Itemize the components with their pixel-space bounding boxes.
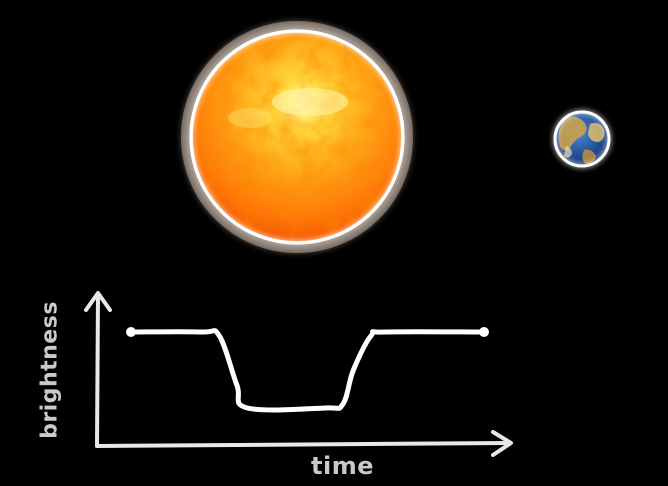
y-axis-label: brightness [37,301,63,439]
light-curve [128,328,487,413]
x-axis-label: time [311,452,374,480]
curve-start-point [126,327,136,337]
x-axis-line [95,441,510,448]
x-axis-arrow [491,430,513,457]
y-axis-arrow [84,291,112,312]
light-curve-group [126,327,489,413]
curve-end-point [479,327,489,337]
earth-planet [553,110,611,168]
y-axis-line [95,294,100,448]
chart-axes [84,291,513,457]
sun-star [181,21,413,253]
